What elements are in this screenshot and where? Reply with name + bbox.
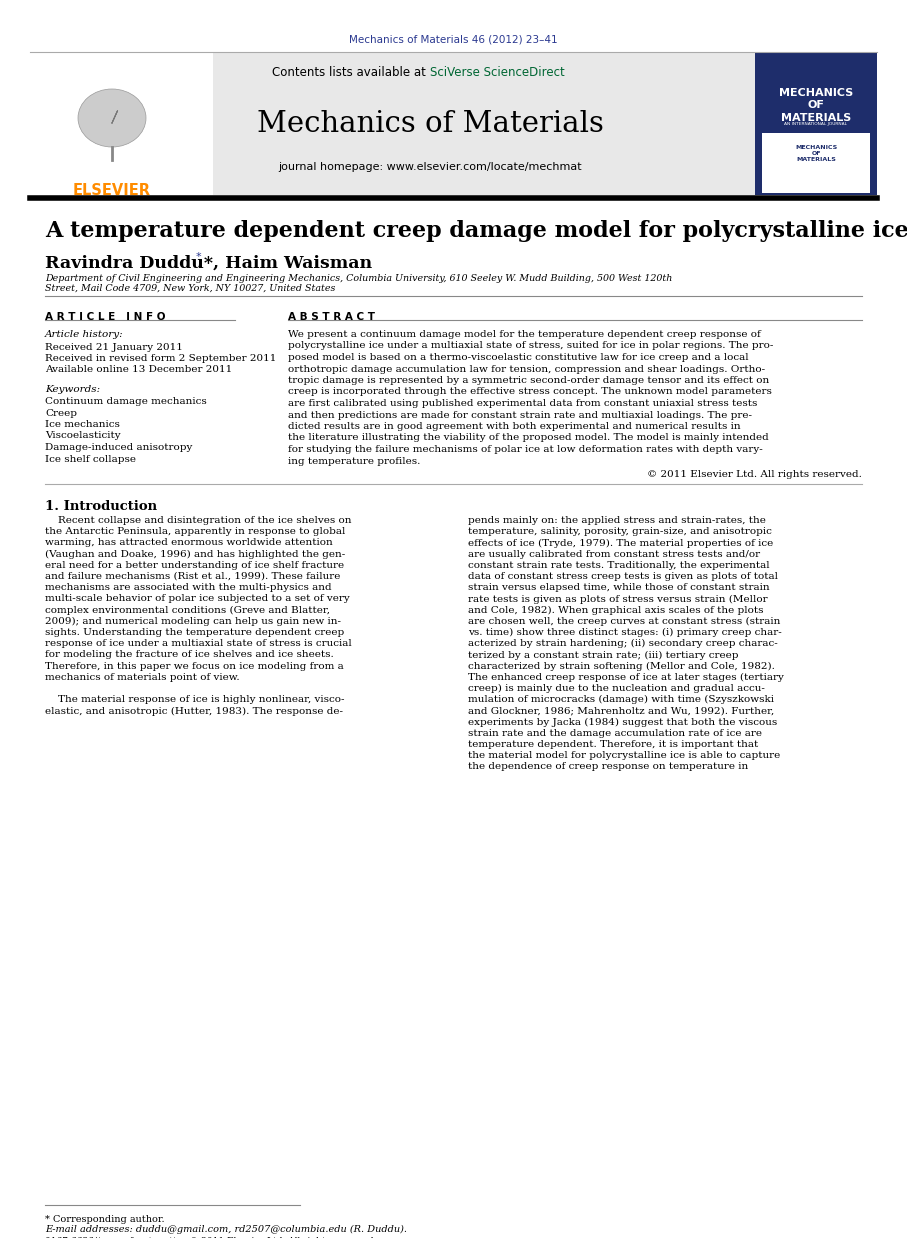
Text: experiments by Jacka (1984) suggest that both the viscous: experiments by Jacka (1984) suggest that… — [468, 718, 777, 727]
Text: sights. Understanding the temperature dependent creep: sights. Understanding the temperature de… — [45, 628, 345, 638]
Text: for studying the failure mechanisms of polar ice at low deformation rates with d: for studying the failure mechanisms of p… — [288, 444, 763, 454]
Bar — [762, 132, 870, 193]
Text: Contents lists available at: Contents lists available at — [272, 66, 430, 79]
Text: complex environmental conditions (Greve and Blatter,: complex environmental conditions (Greve … — [45, 605, 330, 615]
Text: for modeling the fracture of ice shelves and ice sheets.: for modeling the fracture of ice shelves… — [45, 650, 334, 660]
Text: the dependence of creep response on temperature in: the dependence of creep response on temp… — [468, 763, 748, 771]
Text: and then predictions are made for constant strain rate and multiaxial loadings. : and then predictions are made for consta… — [288, 411, 752, 420]
Text: pends mainly on: the applied stress and strain-rates, the: pends mainly on: the applied stress and … — [468, 516, 766, 525]
Text: effects of ice (Tryde, 1979). The material properties of ice: effects of ice (Tryde, 1979). The materi… — [468, 539, 774, 547]
Text: Department of Civil Engineering and Engineering Mechanics, Columbia University, : Department of Civil Engineering and Engi… — [45, 274, 672, 284]
Text: creep) is mainly due to the nucleation and gradual accu-: creep) is mainly due to the nucleation a… — [468, 685, 765, 693]
Text: vs. time) show three distinct stages: (i) primary creep char-: vs. time) show three distinct stages: (i… — [468, 628, 782, 638]
Text: 2009); and numerical modeling can help us gain new in-: 2009); and numerical modeling can help u… — [45, 617, 341, 626]
Text: The enhanced creep response of ice at later stages (tertiary: The enhanced creep response of ice at la… — [468, 672, 784, 682]
Text: © 2011 Elsevier Ltd. All rights reserved.: © 2011 Elsevier Ltd. All rights reserved… — [647, 470, 862, 479]
Text: We present a continuum damage model for the temperature dependent creep response: We present a continuum damage model for … — [288, 331, 761, 339]
Text: A temperature dependent creep damage model for polycrystalline ice: A temperature dependent creep damage mod… — [45, 220, 907, 241]
Text: and Glockner, 1986; Mahrenholtz and Wu, 1992). Further,: and Glockner, 1986; Mahrenholtz and Wu, … — [468, 707, 775, 716]
Bar — [755, 52, 877, 196]
Text: Mechanics of Materials 46 (2012) 23–41: Mechanics of Materials 46 (2012) 23–41 — [348, 35, 557, 45]
Bar — [30, 52, 213, 196]
Text: Continuum damage mechanics: Continuum damage mechanics — [45, 397, 207, 406]
Text: eral need for a better understanding of ice shelf fracture: eral need for a better understanding of … — [45, 561, 344, 569]
Text: Keywords:: Keywords: — [45, 385, 100, 394]
Text: acterized by strain hardening; (ii) secondary creep charac-: acterized by strain hardening; (ii) seco… — [468, 639, 777, 649]
Text: Available online 13 December 2011: Available online 13 December 2011 — [45, 365, 232, 374]
Text: rate tests is given as plots of stress versus strain (Mellor: rate tests is given as plots of stress v… — [468, 594, 767, 604]
Text: Recent collapse and disintegration of the ice shelves on: Recent collapse and disintegration of th… — [45, 516, 352, 525]
Text: ELSEVIER: ELSEVIER — [73, 183, 151, 198]
Text: Creep: Creep — [45, 409, 77, 417]
Text: characterized by strain softening (Mellor and Cole, 1982).: characterized by strain softening (Mello… — [468, 661, 775, 671]
Text: polycrystalline ice under a multiaxial state of stress, suited for ice in polar : polycrystalline ice under a multiaxial s… — [288, 342, 774, 350]
Text: mulation of microcracks (damage) with time (Szyszkowski: mulation of microcracks (damage) with ti… — [468, 696, 774, 704]
Text: Ice shelf collapse: Ice shelf collapse — [45, 454, 136, 463]
Text: 1. Introduction: 1. Introduction — [45, 500, 157, 513]
Text: SciVerse ScienceDirect: SciVerse ScienceDirect — [430, 66, 565, 79]
Text: *: * — [196, 253, 201, 262]
Text: tropic damage is represented by a symmetric second-order damage tensor and its e: tropic damage is represented by a symmet… — [288, 376, 769, 385]
Text: the literature illustrating the viability of the proposed model. The model is ma: the literature illustrating the viabilit… — [288, 433, 769, 442]
Text: Received in revised form 2 September 2011: Received in revised form 2 September 201… — [45, 354, 277, 363]
Text: MECHANICS
OF
MATERIALS: MECHANICS OF MATERIALS — [779, 88, 853, 123]
Text: journal homepage: www.elsevier.com/locate/mechmat: journal homepage: www.elsevier.com/locat… — [278, 162, 581, 172]
Text: (Vaughan and Doake, 1996) and has highlighted the gen-: (Vaughan and Doake, 1996) and has highli… — [45, 550, 346, 558]
Text: terized by a constant strain rate; (iii) tertiary creep: terized by a constant strain rate; (iii)… — [468, 650, 738, 660]
Text: dicted results are in good agreement with both experimental and numerical result: dicted results are in good agreement wit… — [288, 422, 741, 431]
Text: multi-scale behavior of polar ice subjected to a set of very: multi-scale behavior of polar ice subjec… — [45, 594, 350, 603]
Text: E-mail addresses: duddu@gmail.com, rd2507@columbia.edu (R. Duddu).: E-mail addresses: duddu@gmail.com, rd250… — [45, 1224, 407, 1234]
Text: * Corresponding author.: * Corresponding author. — [45, 1214, 165, 1224]
Text: posed model is based on a thermo-viscoelastic constitutive law for ice creep and: posed model is based on a thermo-viscoel… — [288, 353, 748, 361]
Text: the Antarctic Peninsula, apparently in response to global: the Antarctic Peninsula, apparently in r… — [45, 527, 346, 536]
Text: ing temperature profiles.: ing temperature profiles. — [288, 457, 420, 465]
Text: Viscoelasticity: Viscoelasticity — [45, 432, 121, 441]
Text: A R T I C L E   I N F O: A R T I C L E I N F O — [45, 312, 165, 322]
Text: Damage-induced anisotropy: Damage-induced anisotropy — [45, 443, 192, 452]
Text: MECHANICS
OF
MATERIALS: MECHANICS OF MATERIALS — [795, 145, 837, 162]
Text: creep is incorporated through the effective stress concept. The unknown model pa: creep is incorporated through the effect… — [288, 387, 772, 396]
Text: Therefore, in this paper we focus on ice modeling from a: Therefore, in this paper we focus on ice… — [45, 661, 344, 671]
Text: the material model for polycrystalline ice is able to capture: the material model for polycrystalline i… — [468, 751, 780, 760]
Text: are usually calibrated from constant stress tests and/or: are usually calibrated from constant str… — [468, 550, 760, 558]
Text: temperature, salinity, porosity, grain-size, and anisotropic: temperature, salinity, porosity, grain-s… — [468, 527, 772, 536]
Text: strain versus elapsed time, while those of constant strain: strain versus elapsed time, while those … — [468, 583, 770, 592]
Text: elastic, and anisotropic (Hutter, 1983). The response de-: elastic, and anisotropic (Hutter, 1983).… — [45, 707, 343, 716]
Text: temperature dependent. Therefore, it is important that: temperature dependent. Therefore, it is … — [468, 740, 758, 749]
Text: Received 21 January 2011: Received 21 January 2011 — [45, 343, 183, 352]
Text: Ice mechanics: Ice mechanics — [45, 420, 120, 430]
Text: Street, Mail Code 4709, New York, NY 10027, United States: Street, Mail Code 4709, New York, NY 100… — [45, 284, 336, 293]
Text: The material response of ice is highly nonlinear, visco-: The material response of ice is highly n… — [45, 696, 345, 704]
Text: and Cole, 1982). When graphical axis scales of the plots: and Cole, 1982). When graphical axis sca… — [468, 605, 764, 615]
Text: mechanics of materials point of view.: mechanics of materials point of view. — [45, 672, 239, 682]
Text: warming, has attracted enormous worldwide attention: warming, has attracted enormous worldwid… — [45, 539, 333, 547]
Text: constant strain rate tests. Traditionally, the experimental: constant strain rate tests. Traditionall… — [468, 561, 770, 569]
Text: are first calibrated using published experimental data from constant uniaxial st: are first calibrated using published exp… — [288, 399, 757, 409]
Bar — [30, 52, 877, 196]
Ellipse shape — [78, 89, 146, 147]
Text: A B S T R A C T: A B S T R A C T — [288, 312, 375, 322]
Text: and failure mechanisms (Rist et al., 1999). These failure: and failure mechanisms (Rist et al., 199… — [45, 572, 340, 581]
Text: mechanisms are associated with the multi-physics and: mechanisms are associated with the multi… — [45, 583, 332, 592]
Text: strain rate and the damage accumulation rate of ice are: strain rate and the damage accumulation … — [468, 729, 762, 738]
Text: response of ice under a multiaxial state of stress is crucial: response of ice under a multiaxial state… — [45, 639, 352, 649]
Text: Mechanics of Materials: Mechanics of Materials — [257, 110, 603, 137]
Text: are chosen well, the creep curves at constant stress (strain: are chosen well, the creep curves at con… — [468, 617, 780, 626]
Text: data of constant stress creep tests is given as plots of total: data of constant stress creep tests is g… — [468, 572, 778, 581]
Text: orthotropic damage accumulation law for tension, compression and shear loadings.: orthotropic damage accumulation law for … — [288, 364, 766, 374]
Text: AN INTERNATIONAL JOURNAL: AN INTERNATIONAL JOURNAL — [785, 123, 847, 126]
Text: Ravindra Duddu*, Haim Waisman: Ravindra Duddu*, Haim Waisman — [45, 255, 372, 272]
Text: Article history:: Article history: — [45, 331, 123, 339]
